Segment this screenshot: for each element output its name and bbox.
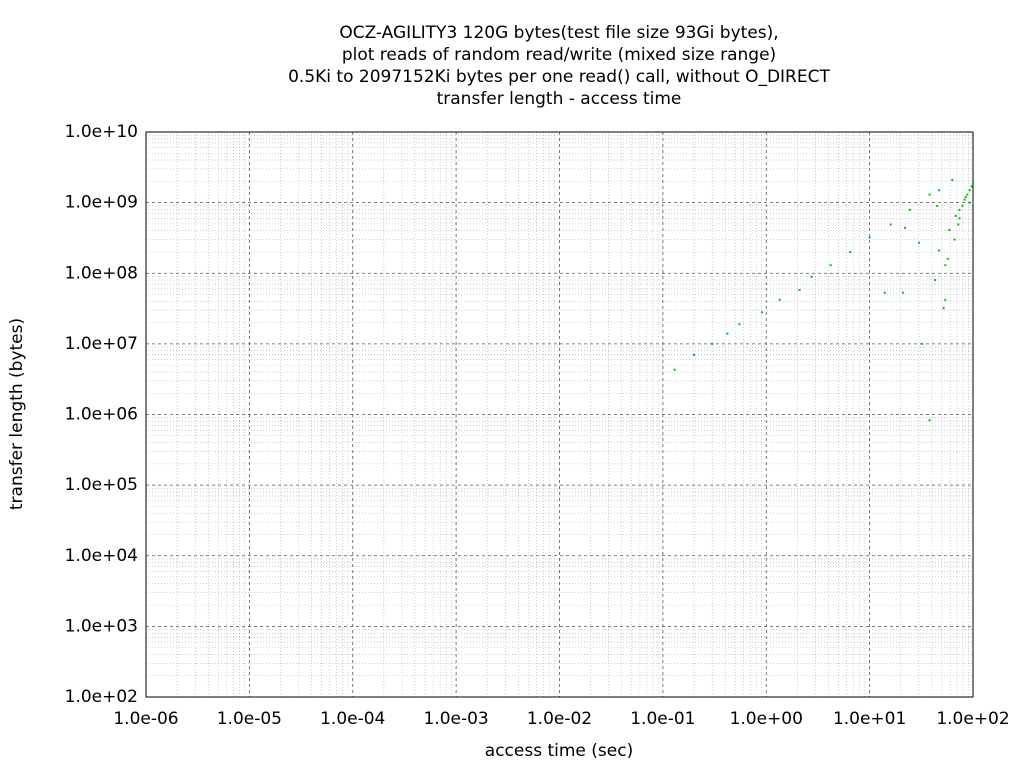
point [954, 214, 957, 217]
point [936, 204, 939, 207]
point [944, 264, 947, 267]
y-tick-label: 1.0e+08 [65, 263, 138, 283]
x-tick-label: 1.0e-02 [527, 709, 592, 729]
point [968, 201, 971, 204]
point [849, 250, 852, 253]
y-tick-label: 1.0e+02 [65, 687, 138, 707]
point [958, 217, 961, 220]
chart-title: plot reads of random read/write (mixed s… [342, 45, 776, 65]
x-tick-label: 1.0e-06 [113, 709, 178, 729]
x-tick-label: 1.0e-03 [423, 709, 488, 729]
point [953, 238, 956, 241]
point [904, 226, 907, 229]
point [946, 257, 949, 260]
point [948, 228, 951, 231]
point [917, 241, 920, 244]
point [942, 307, 945, 310]
x-axis-label: access time (sec) [485, 741, 633, 761]
point [934, 279, 937, 282]
point [938, 249, 941, 252]
x-tick-label: 1.0e+02 [936, 709, 1009, 729]
x-tick-label: 1.0e-04 [320, 709, 385, 729]
point [958, 208, 961, 211]
y-tick-label: 1.0e+04 [65, 546, 138, 566]
point [938, 189, 941, 192]
y-tick-label: 1.0e+09 [65, 193, 138, 213]
x-tick-label: 1.0e-05 [217, 709, 282, 729]
y-tick-label: 1.0e+07 [65, 334, 138, 354]
chart-title: 0.5Ki to 2097152Ki bytes per one read() … [288, 67, 830, 87]
point [673, 368, 676, 371]
point [868, 236, 871, 239]
point [972, 181, 974, 184]
point [961, 204, 964, 207]
point [810, 275, 813, 278]
point [964, 196, 967, 199]
point [928, 193, 931, 196]
chart-title: transfer length - access time [437, 89, 682, 109]
plot-border [145, 131, 974, 698]
point [738, 323, 741, 326]
point [928, 419, 931, 422]
point [970, 185, 973, 188]
y-tick-label: 1.0e+10 [65, 122, 138, 142]
point [778, 298, 781, 301]
point [908, 208, 911, 211]
chart-title: OCZ-AGILITY3 120G bytes(test file size 9… [339, 23, 778, 43]
point [920, 342, 923, 345]
point [692, 353, 695, 356]
point [711, 342, 714, 345]
point [951, 178, 954, 181]
point [761, 311, 764, 314]
point [901, 291, 904, 294]
y-tick-label: 1.0e+05 [65, 475, 138, 495]
x-tick-label: 1.0e+00 [730, 709, 803, 729]
point [957, 223, 960, 226]
point [944, 298, 947, 301]
point [829, 264, 832, 267]
point [963, 198, 966, 201]
point [726, 332, 729, 335]
point [798, 288, 801, 291]
point [968, 189, 971, 192]
point [966, 193, 969, 196]
y-axis-label: transfer length (bytes) [7, 318, 27, 510]
y-tick-label: 1.0e+03 [65, 616, 138, 636]
point [883, 291, 886, 294]
x-tick-label: 1.0e-01 [630, 709, 695, 729]
point [889, 223, 892, 226]
y-tick-label: 1.0e+06 [65, 405, 138, 425]
x-tick-label: 1.0e+01 [833, 709, 906, 729]
